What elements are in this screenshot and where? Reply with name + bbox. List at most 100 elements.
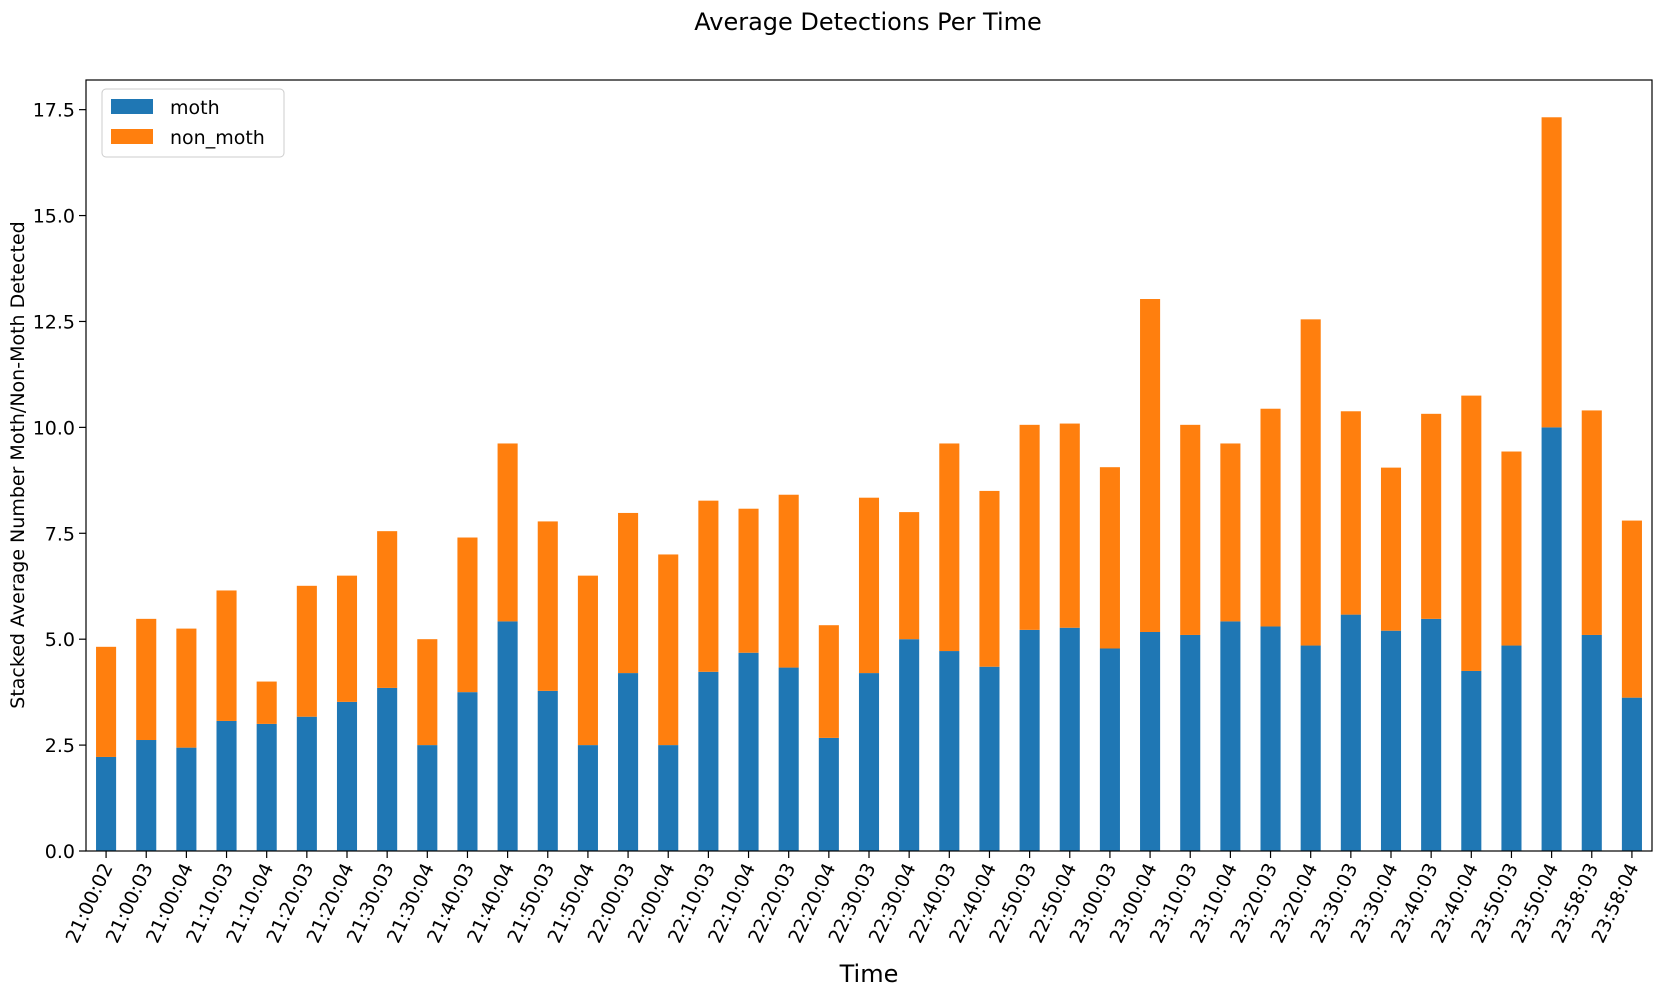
bar-moth (497, 621, 518, 851)
legend-swatch-non-moth (111, 129, 153, 144)
x-axis-label: Time (839, 960, 899, 988)
y-tick-label: 7.5 (45, 523, 75, 545)
y-tick-label: 12.5 (33, 311, 75, 333)
bar-non-moth (1140, 299, 1161, 632)
bar-moth (1220, 621, 1241, 851)
y-axis-label: Stacked Average Number Moth/Non-Moth Det… (7, 221, 29, 708)
bar-non-moth (1019, 424, 1040, 630)
bar-non-moth (1099, 467, 1120, 649)
bar-non-moth (96, 646, 117, 757)
bar-non-moth (497, 443, 518, 622)
bar-moth (1461, 670, 1482, 851)
x-axis: 21:00:0221:00:0321:00:0421:10:0321:10:04… (62, 851, 1643, 946)
legend-swatch-moth (111, 99, 153, 114)
y-tick-label: 5.0 (45, 629, 75, 651)
bar-non-moth (216, 590, 237, 721)
bar-moth (1541, 427, 1562, 851)
bar-moth (1059, 627, 1080, 851)
bar-non-moth (1340, 411, 1361, 615)
bar-moth (618, 673, 639, 851)
bar-non-moth (1059, 423, 1080, 628)
bar-non-moth (778, 494, 799, 668)
bar-moth (256, 723, 277, 851)
bar-moth (818, 737, 839, 851)
bar-moth (1621, 697, 1642, 851)
bar-non-moth (1581, 410, 1602, 635)
bar-non-moth (1501, 451, 1522, 646)
bars (96, 117, 1642, 851)
bar-moth (136, 740, 157, 851)
bar-moth (979, 666, 1000, 851)
bar-non-moth (537, 521, 558, 691)
chart-title: Average Detections Per Time (694, 8, 1042, 36)
bar-non-moth (618, 512, 639, 674)
bar-non-moth (377, 531, 398, 688)
bar-moth (1099, 648, 1120, 851)
y-axis: 0.0 2.5 5.0 7.5 10.0 12.5 15.0 17.5 (33, 100, 86, 863)
bar-moth (336, 701, 358, 851)
y-tick-label: 15.0 (33, 206, 75, 228)
bar-moth (1260, 626, 1281, 851)
bar-moth (1380, 630, 1402, 851)
bar-moth (1300, 645, 1321, 851)
bar-moth (296, 716, 317, 851)
legend: moth non_moth (101, 88, 285, 158)
bar-non-moth (256, 681, 277, 724)
bar-moth (537, 690, 558, 851)
bar-moth (1180, 634, 1201, 851)
bar-moth (899, 639, 920, 851)
bar-moth (1421, 618, 1442, 851)
bar-moth (658, 745, 679, 851)
bar-non-moth (336, 575, 358, 702)
bar-non-moth (1180, 424, 1201, 635)
y-tick-label: 2.5 (45, 735, 75, 757)
bar-non-moth (939, 443, 960, 652)
bar-moth (1340, 614, 1361, 851)
bar-moth (216, 720, 237, 851)
y-tick-label: 10.0 (33, 417, 75, 439)
bar-moth (96, 756, 117, 851)
bar-non-moth (738, 508, 759, 653)
bar-moth (738, 652, 759, 851)
bar-moth (1140, 631, 1161, 851)
bar-moth (377, 687, 398, 851)
bar-moth (1581, 634, 1602, 851)
bar-moth (1019, 629, 1040, 851)
bar-non-moth (1621, 520, 1642, 698)
bar-non-moth (1260, 408, 1281, 627)
bar-non-moth (1300, 319, 1321, 646)
bar-non-moth (577, 575, 598, 746)
bar-non-moth (1461, 395, 1482, 671)
bar-moth (417, 745, 438, 851)
bar-non-moth (979, 490, 1000, 667)
bar-non-moth (1380, 467, 1402, 631)
plot-area-frame (85, 79, 1653, 852)
bar-non-moth (818, 625, 839, 738)
bar-non-moth (296, 585, 317, 717)
bar-moth (858, 673, 880, 851)
y-tick-label: 0.0 (45, 841, 75, 863)
bar-moth (176, 747, 197, 851)
bar-non-moth (136, 618, 157, 741)
bar-moth (939, 651, 960, 851)
legend-label-moth: moth (170, 97, 220, 119)
bar-non-moth (658, 554, 679, 746)
bar-non-moth (457, 537, 478, 693)
bar-non-moth (417, 639, 438, 746)
bar-moth (577, 745, 598, 851)
bar-non-moth (176, 628, 197, 748)
bar-moth (778, 667, 799, 851)
bar-moth (457, 692, 478, 851)
bar-non-moth (1541, 117, 1562, 428)
bar-moth (698, 671, 719, 851)
bar-non-moth (698, 500, 719, 672)
bar-non-moth (1220, 443, 1241, 622)
bar-non-moth (858, 497, 880, 674)
bar-moth (1501, 645, 1522, 851)
legend-label-non-moth: non_moth (170, 127, 265, 149)
bar-non-moth (1421, 413, 1442, 619)
bar-non-moth (899, 512, 920, 640)
y-tick-label: 17.5 (33, 100, 75, 122)
